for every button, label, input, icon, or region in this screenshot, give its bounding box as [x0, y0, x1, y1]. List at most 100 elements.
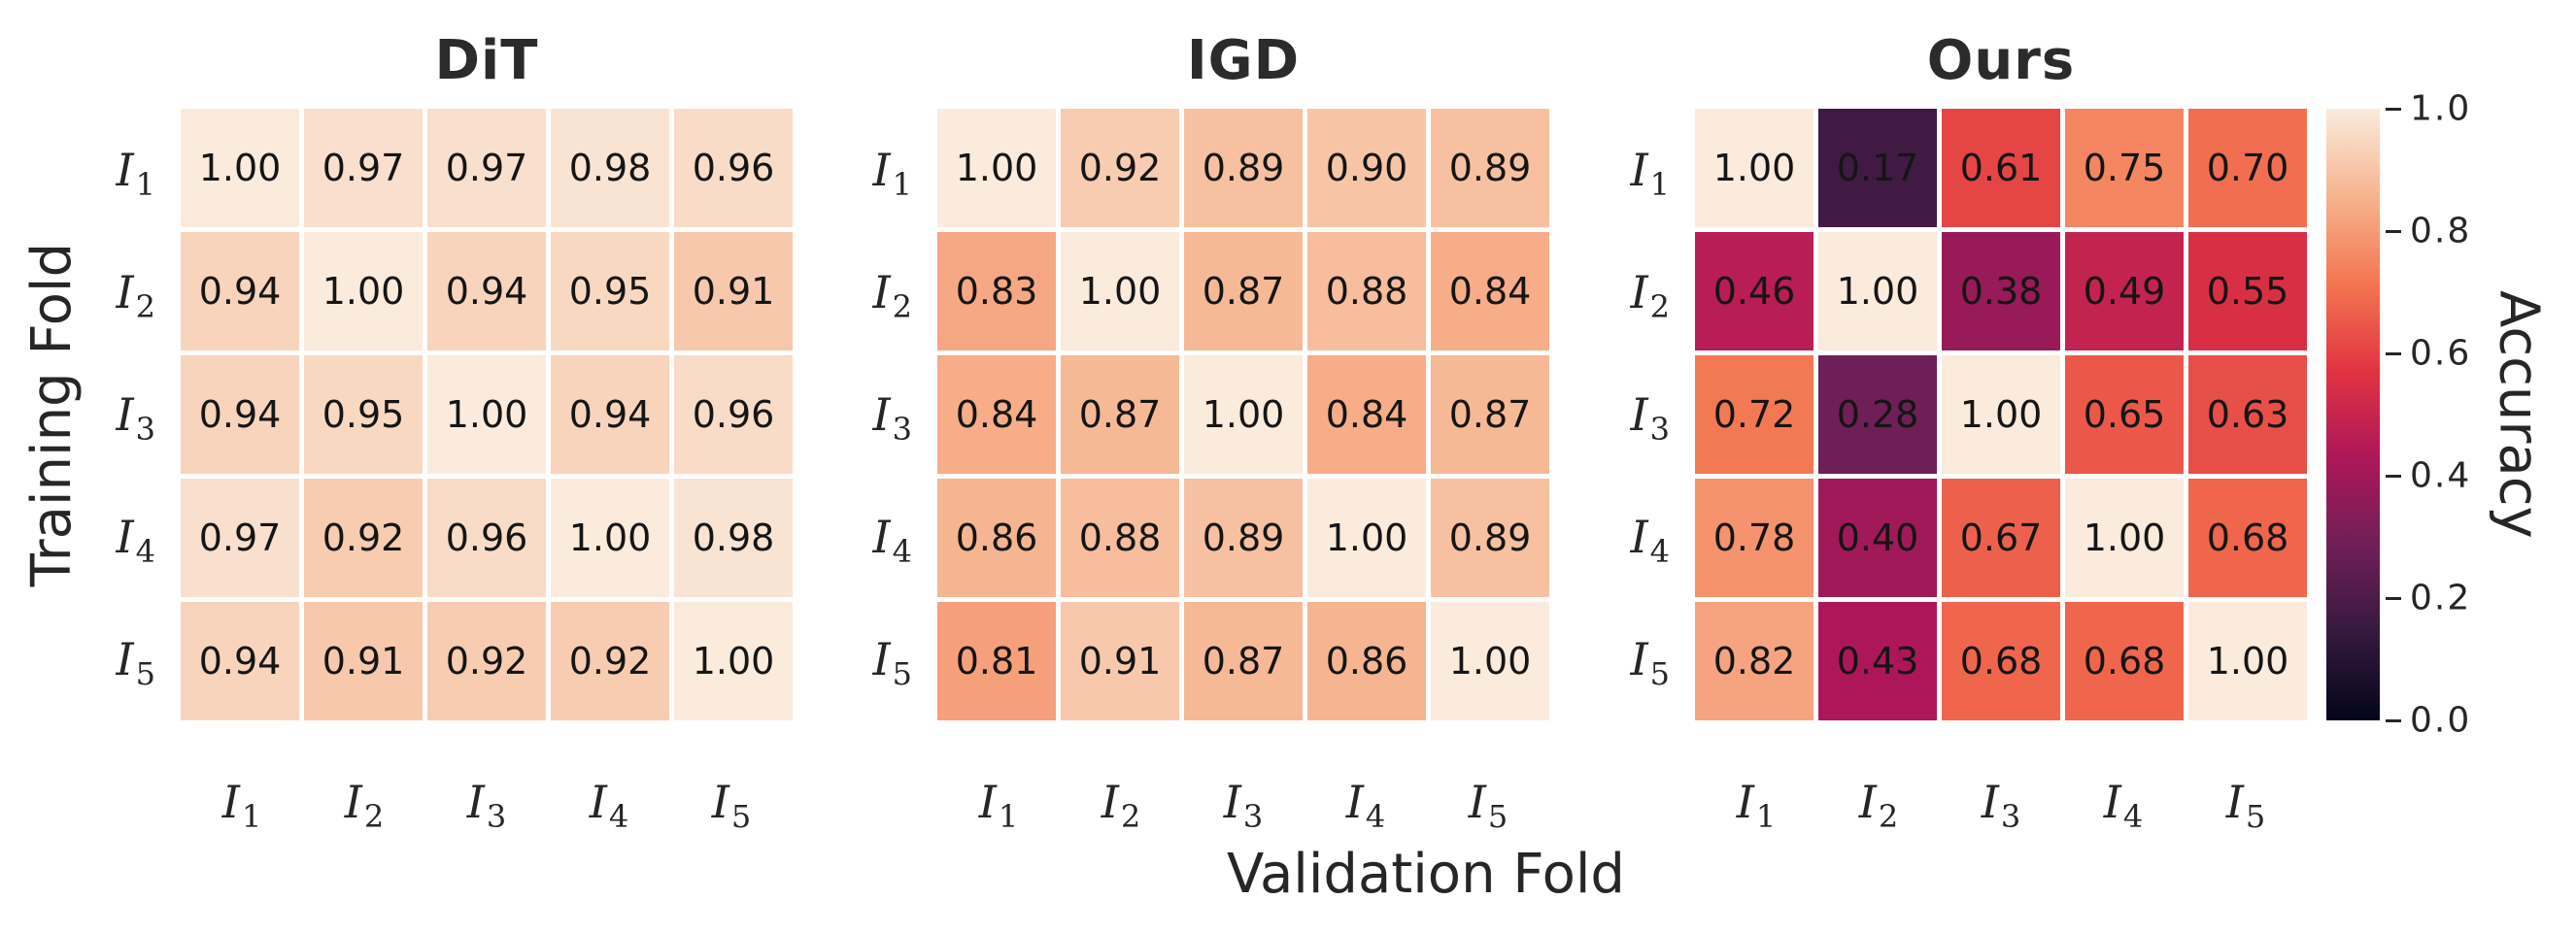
fold-index: 1 [1649, 166, 1670, 203]
heatmap-cell: 1.00 [674, 602, 793, 720]
heatmap-cell: 0.94 [181, 355, 299, 474]
heatmap-cell: 1.00 [427, 355, 546, 474]
heatmap-cell: 0.87 [1184, 602, 1303, 720]
colorbar-tick-label: 0.8 [2410, 211, 2472, 251]
heatmap-cell: 0.72 [1695, 355, 1813, 474]
x-tick-label: I1 [937, 773, 1060, 835]
heatmap-cell: 0.92 [1061, 109, 1179, 227]
colorbar-tick-label: 0.2 [2410, 578, 2472, 618]
colorbar-label: Accuracy [2487, 290, 2551, 539]
heatmap-cell: 0.97 [427, 109, 546, 227]
heatmap-cell: 0.89 [1184, 109, 1303, 227]
fold-index: 5 [135, 655, 155, 692]
heatmap-grid-dit: 1.00 0.97 0.97 0.98 0.96 0.94 1.00 0.94 0.95 0.91… [181, 109, 793, 720]
y-axis-label: Training Fold [19, 242, 84, 587]
heatmap-cell: 1.00 [181, 109, 299, 227]
fold-symbol: I [872, 511, 891, 563]
fold-symbol: I [1223, 776, 1241, 828]
y-tick-label: I1 [1505, 143, 1670, 212]
heatmap-cell: 0.38 [1942, 232, 2060, 350]
heatmap-cell: 0.96 [427, 479, 546, 597]
heatmap-cell: 0.91 [1061, 602, 1179, 720]
heatmap-group-igd: IGD 1.00 0.92 0.89 0.90 0.89 0.83 1.00 0.87 0.88… [872, 0, 1549, 933]
heatmap-cell: 0.61 [1942, 109, 2060, 227]
fold-index: 5 [2245, 798, 2266, 835]
y-tick-label: I3 [0, 387, 155, 456]
heatmap-cell: 0.94 [551, 355, 669, 474]
heatmap-cell: 0.87 [1431, 355, 1549, 474]
heatmap-cell: 0.84 [1431, 232, 1549, 350]
heatmap-cell: 0.98 [551, 109, 669, 227]
fold-index: 1 [135, 166, 155, 203]
fold-index: 5 [1649, 655, 1670, 692]
fold-symbol: I [116, 633, 134, 685]
heatmap-cell: 0.55 [2188, 232, 2307, 350]
fold-index: 4 [1365, 798, 1386, 835]
heatmap-cell: 0.92 [551, 602, 669, 720]
heatmap-cell: 0.46 [1695, 232, 1813, 350]
heatmap-cell: 1.00 [2188, 602, 2307, 720]
fold-index: 4 [135, 533, 155, 570]
heatmap-cell: 0.94 [181, 232, 299, 350]
fold-symbol: I [872, 144, 891, 196]
colorbar-tick-mark [2386, 108, 2401, 111]
heatmap-cell: 0.91 [304, 602, 423, 720]
heatmap-cell: 1.00 [551, 479, 669, 597]
heatmap-cell: 0.97 [181, 479, 299, 597]
heatmap-cell: 1.00 [1307, 479, 1426, 597]
heatmap-cell: 0.87 [1061, 355, 1179, 474]
fold-symbol: I [1345, 776, 1364, 828]
fold-index: 4 [608, 798, 629, 835]
fold-symbol: I [1981, 776, 1999, 828]
fold-index: 2 [1120, 798, 1141, 835]
fold-symbol: I [2103, 776, 2121, 828]
fold-index: 1 [892, 166, 912, 203]
fold-index: 2 [892, 288, 912, 325]
x-tick-label: I4 [1305, 773, 1427, 835]
heatmap-cell: 0.89 [1184, 479, 1303, 597]
y-tick-label: I1 [0, 143, 155, 212]
y-axis-label-wrap: Training Fold [8, 109, 95, 720]
heatmap-cell: 0.82 [1695, 602, 1813, 720]
heatmap-cell: 0.17 [1818, 109, 1937, 227]
y-tick-label: I5 [747, 632, 912, 701]
heatmap-cell: 1.00 [2065, 479, 2184, 597]
fold-index: 1 [998, 798, 1019, 835]
colorbar-tick-label: 0.6 [2410, 333, 2472, 374]
fold-index: 2 [1649, 288, 1670, 325]
x-axis-label: Validation Fold [1227, 843, 1625, 906]
y-tick-label: I1 [747, 143, 912, 212]
colorbar-tick-mark [2386, 597, 2401, 600]
heatmap-cell: 0.94 [427, 232, 546, 350]
fold-symbol: I [872, 633, 891, 685]
fold-symbol: I [221, 776, 240, 828]
fold-symbol: I [116, 266, 134, 318]
y-tick-label: I3 [747, 387, 912, 456]
x-tick-label: I3 [425, 773, 548, 835]
colorbar-tick-mark [2386, 719, 2401, 722]
colorbar-tick-label: 0.0 [2410, 700, 2472, 741]
fold-symbol: I [116, 144, 134, 196]
y-tick-label: I4 [1505, 510, 1670, 579]
fold-symbol: I [1630, 633, 1648, 685]
fold-index: 2 [363, 798, 385, 835]
heatmap-cell: 0.84 [937, 355, 1056, 474]
fold-symbol: I [1630, 388, 1648, 441]
heatmap-cell: 1.00 [1061, 232, 1179, 350]
fold-index: 4 [1649, 533, 1670, 570]
fold-symbol: I [344, 776, 362, 828]
heatmap-cell: 0.68 [1942, 602, 2060, 720]
fold-symbol: I [1736, 776, 1754, 828]
fold-symbol: I [589, 776, 607, 828]
fold-symbol: I [1630, 511, 1648, 563]
colorbar-tick-label: 0.4 [2410, 455, 2472, 496]
fold-symbol: I [1468, 776, 1486, 828]
x-tick-label: I4 [548, 773, 670, 835]
heatmap-cell: 0.89 [1431, 109, 1549, 227]
fold-index: 2 [1878, 798, 1899, 835]
heatmap-cell: 0.81 [937, 602, 1056, 720]
heatmap-cell: 0.92 [304, 479, 423, 597]
x-tick-label: I5 [670, 773, 793, 835]
heatmap-cell: 1.00 [1818, 232, 1937, 350]
heatmap-cell: 0.88 [1307, 232, 1426, 350]
